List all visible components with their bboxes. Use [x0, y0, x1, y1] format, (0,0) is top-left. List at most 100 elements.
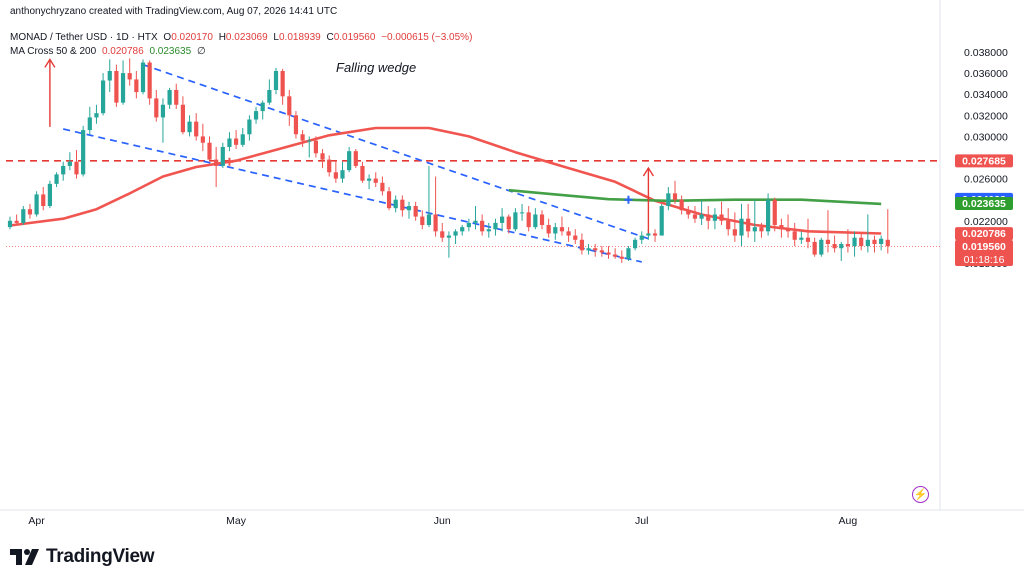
candle[interactable] — [686, 206, 691, 219]
candle[interactable] — [247, 115, 252, 141]
candle[interactable] — [566, 227, 571, 242]
candle[interactable] — [273, 67, 279, 95]
candle[interactable] — [200, 123, 205, 152]
candle[interactable] — [839, 241, 844, 261]
candle[interactable] — [825, 210, 831, 253]
candle[interactable] — [805, 218, 811, 249]
candle[interactable] — [819, 237, 824, 257]
candle[interactable] — [480, 214, 485, 236]
candle[interactable] — [692, 206, 698, 223]
candle[interactable] — [87, 106, 92, 135]
candle[interactable] — [7, 216, 13, 230]
candle[interactable] — [486, 222, 491, 238]
candle[interactable] — [400, 195, 405, 217]
candle[interactable] — [712, 208, 717, 230]
candle[interactable] — [593, 244, 598, 257]
candle[interactable] — [865, 214, 870, 253]
candle[interactable] — [380, 176, 385, 196]
candle[interactable] — [327, 155, 332, 177]
candle[interactable] — [659, 203, 664, 236]
candle[interactable] — [639, 231, 644, 245]
candle[interactable] — [460, 225, 465, 236]
candle[interactable] — [313, 136, 318, 158]
candle[interactable] — [267, 79, 272, 105]
candle[interactable] — [746, 203, 751, 238]
candle[interactable] — [61, 161, 66, 181]
price-label[interactable] — [955, 154, 1013, 168]
candle[interactable] — [333, 161, 338, 183]
candle[interactable] — [546, 218, 551, 238]
candle[interactable] — [253, 106, 259, 124]
ma-cross-marker[interactable] — [225, 157, 234, 166]
candle[interactable] — [120, 60, 126, 105]
candle[interactable] — [799, 231, 804, 245]
candle[interactable] — [367, 174, 372, 190]
candle[interactable] — [167, 87, 172, 109]
candle[interactable] — [879, 235, 884, 251]
candle[interactable] — [613, 248, 618, 259]
candle[interactable] — [207, 136, 212, 162]
candle[interactable] — [194, 113, 199, 141]
candle[interactable] — [360, 161, 365, 183]
candle[interactable] — [533, 208, 538, 230]
candle[interactable] — [859, 233, 864, 251]
candle[interactable] — [633, 237, 638, 251]
candle[interactable] — [114, 64, 119, 107]
candle[interactable] — [845, 229, 850, 253]
candle[interactable] — [34, 191, 39, 217]
candle[interactable] — [373, 172, 378, 188]
candle[interactable] — [127, 58, 132, 86]
candle[interactable] — [586, 244, 591, 255]
candle[interactable] — [606, 246, 611, 259]
candle[interactable] — [47, 180, 52, 209]
candle[interactable] — [466, 218, 471, 232]
lightning-icon[interactable]: ⚡ — [912, 486, 929, 503]
candle[interactable] — [752, 199, 757, 242]
candle[interactable] — [766, 193, 771, 236]
candle[interactable] — [21, 206, 26, 226]
candle[interactable] — [67, 152, 72, 171]
ma200-line[interactable] — [508, 188, 882, 206]
candle[interactable] — [74, 150, 79, 179]
candle[interactable] — [154, 89, 159, 122]
candle[interactable] — [679, 195, 684, 215]
candle[interactable] — [300, 130, 305, 147]
candle[interactable] — [446, 231, 451, 258]
candle[interactable] — [852, 231, 857, 257]
candle[interactable] — [426, 165, 432, 228]
candle[interactable] — [147, 60, 152, 105]
candle[interactable] — [500, 208, 505, 232]
candle[interactable] — [506, 214, 511, 234]
candle[interactable] — [706, 206, 711, 230]
candle[interactable] — [526, 206, 531, 232]
candle[interactable] — [792, 222, 797, 247]
candle[interactable] — [433, 176, 438, 237]
candle[interactable] — [227, 132, 232, 152]
candle[interactable] — [174, 83, 179, 109]
candle[interactable] — [626, 246, 631, 261]
candle[interactable] — [652, 229, 658, 242]
candle[interactable] — [666, 187, 671, 211]
candle[interactable] — [672, 180, 678, 204]
candle[interactable] — [187, 115, 192, 137]
candle[interactable] — [220, 142, 225, 169]
candle[interactable] — [293, 111, 299, 139]
candle[interactable] — [553, 222, 558, 240]
candle[interactable] — [440, 222, 445, 242]
candle[interactable] — [779, 218, 784, 238]
candle[interactable] — [453, 229, 458, 245]
candle[interactable] — [513, 208, 518, 232]
price-label[interactable] — [955, 227, 1013, 241]
candle[interactable] — [386, 187, 392, 211]
candle[interactable] — [160, 98, 166, 143]
candle[interactable] — [393, 195, 398, 213]
candle[interactable] — [579, 233, 584, 255]
candle[interactable] — [81, 125, 86, 177]
candle[interactable] — [280, 68, 285, 105]
candle[interactable] — [812, 237, 817, 257]
candle[interactable] — [559, 216, 565, 236]
candle[interactable] — [406, 201, 412, 219]
candle[interactable] — [41, 187, 46, 211]
candle[interactable] — [240, 127, 245, 147]
